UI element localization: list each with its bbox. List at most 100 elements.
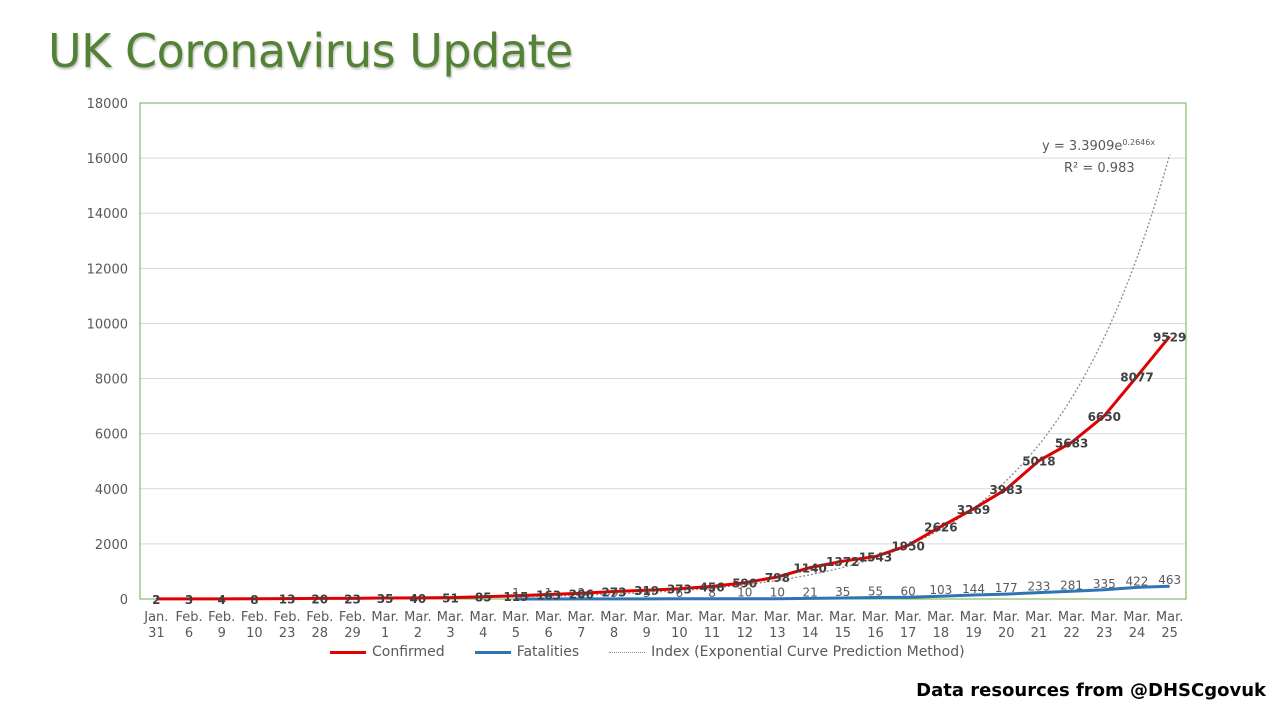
x-tick-label: Mar.: [371, 610, 398, 625]
x-axis: Jan.31Feb.6Feb.9Feb.10Feb.23Feb.28Feb.29…: [143, 610, 1183, 641]
x-tick-label: Mar.: [568, 610, 595, 625]
series-lines: [156, 154, 1171, 601]
data-label-confirmed: 2626: [924, 521, 957, 535]
data-label-fatalities: 21: [802, 585, 817, 599]
data-label-confirmed: 273: [601, 585, 626, 599]
x-tick-label: 16: [867, 626, 884, 641]
x-tick-label: Mar.: [404, 610, 431, 625]
legend-label-trend: Index (Exponential Curve Prediction Meth…: [651, 644, 965, 660]
y-tick-label: 16000: [87, 152, 128, 167]
x-tick-label: Mar.: [796, 610, 823, 625]
y-tick-label: 18000: [87, 97, 128, 112]
data-label-confirmed: 2: [152, 593, 160, 607]
data-source-credit: Data resources from @DHSCgovuk: [916, 680, 1266, 701]
x-tick-label: 4: [479, 626, 487, 641]
x-tick-label: 10: [671, 626, 688, 641]
x-tick-label: 23: [1096, 626, 1113, 641]
data-label-confirmed: 8: [250, 593, 258, 607]
y-tick-label: 4000: [95, 483, 128, 498]
data-label-confirmed: 13: [279, 593, 296, 607]
y-tick-label: 2000: [95, 538, 128, 553]
data-label-confirmed: 51: [442, 592, 459, 606]
data-label-fatalities: 422: [1126, 574, 1149, 588]
x-tick-label: Mar.: [1025, 610, 1052, 625]
data-label-confirmed: 115: [503, 590, 528, 604]
x-tick-label: Mar.: [698, 610, 725, 625]
x-tick-label: Mar.: [535, 610, 562, 625]
x-tick-label: 23: [279, 626, 296, 641]
data-label-confirmed: 6650: [1088, 410, 1121, 424]
x-tick-label: Mar.: [1058, 610, 1085, 625]
data-label-fatalities: 6: [676, 586, 684, 600]
data-label-confirmed: 8077: [1120, 370, 1153, 384]
trend-equation-text: y = 3.3909e0.2646x: [1042, 138, 1155, 154]
gridlines: [140, 102, 1186, 600]
data-label-fatalities: 177: [995, 581, 1018, 595]
data-label-fatalities: 281: [1060, 578, 1083, 592]
legend-item-confirmed: Confirmed: [330, 644, 445, 660]
x-tick-label: Mar.: [894, 610, 921, 625]
trend-equation-exponent: 0.2646x: [1122, 138, 1155, 147]
x-tick-label: Mar.: [960, 610, 987, 625]
data-label-confirmed: 3983: [990, 483, 1023, 497]
data-label-confirmed: 1950: [891, 539, 924, 553]
x-tick-label: Mar.: [469, 610, 496, 625]
legend-label-fatalities: Fatalities: [516, 644, 580, 660]
data-label-confirmed: 1372: [826, 555, 859, 569]
data-label-fatalities: 10: [737, 586, 752, 600]
x-tick-label: 5: [512, 626, 520, 641]
data-label-confirmed: 4: [218, 593, 226, 607]
data-label-confirmed: 85: [475, 591, 492, 605]
x-tick-label: 7: [577, 626, 585, 641]
y-tick-label: 8000: [95, 373, 128, 388]
data-label-confirmed: 798: [765, 571, 790, 585]
x-tick-label: 15: [835, 626, 852, 641]
data-label-confirmed: 5683: [1055, 436, 1088, 450]
x-tick-label: 17: [900, 626, 917, 641]
x-tick-label: Mar.: [992, 610, 1019, 625]
x-tick-label: Feb.: [208, 610, 235, 625]
x-tick-label: Mar.: [731, 610, 758, 625]
data-label-fatalities: 60: [901, 584, 916, 598]
data-label-fatalities: 103: [929, 583, 952, 597]
data-label-confirmed: 5018: [1022, 455, 1055, 469]
trend-r-squared: R² = 0.983: [1064, 161, 1135, 176]
data-label-confirmed: 373: [667, 583, 692, 597]
x-tick-label: 22: [1063, 626, 1080, 641]
plot-frame: [139, 102, 1187, 600]
x-tick-label: Mar.: [927, 610, 954, 625]
x-tick-label: 1: [381, 626, 389, 641]
data-label-fatalities: 1: [512, 586, 520, 600]
x-tick-label: 8: [610, 626, 618, 641]
x-tick-label: Mar.: [829, 610, 856, 625]
x-tick-label: Feb.: [274, 610, 301, 625]
x-tick-label: Jan.: [143, 610, 168, 625]
x-tick-label: 20: [998, 626, 1015, 641]
y-tick-label: 10000: [87, 317, 128, 332]
series-line-confirmed: [156, 335, 1171, 601]
x-tick-label: 25: [1161, 626, 1178, 641]
data-label-confirmed: 20: [311, 592, 328, 606]
x-tick-label: Feb.: [339, 610, 366, 625]
x-tick-label: 10: [246, 626, 263, 641]
trend-equation: y = 3.3909e0.2646x R² = 0.983: [1042, 138, 1155, 176]
data-label-fatalities: 335: [1093, 577, 1116, 591]
y-tick-label: 14000: [87, 207, 128, 222]
data-label-fatalities: 1: [545, 586, 553, 600]
x-tick-label: Mar.: [1123, 610, 1150, 625]
x-tick-label: 9: [218, 626, 226, 641]
data-label-confirmed: 590: [732, 577, 757, 591]
series-line-fatalities: [515, 584, 1170, 601]
x-tick-label: Mar.: [764, 610, 791, 625]
x-tick-label: Feb.: [241, 610, 268, 625]
x-tick-label: Mar.: [1156, 610, 1183, 625]
data-label-confirmed: 319: [634, 584, 659, 598]
x-tick-label: Mar.: [1091, 610, 1118, 625]
legend-label-confirmed: Confirmed: [372, 644, 445, 660]
x-tick-label: Mar.: [502, 610, 529, 625]
x-tick-label: Mar.: [633, 610, 660, 625]
data-label-fatalities: 35: [835, 585, 850, 599]
y-tick-label: 6000: [95, 428, 128, 443]
data-label-confirmed: 163: [536, 589, 561, 603]
